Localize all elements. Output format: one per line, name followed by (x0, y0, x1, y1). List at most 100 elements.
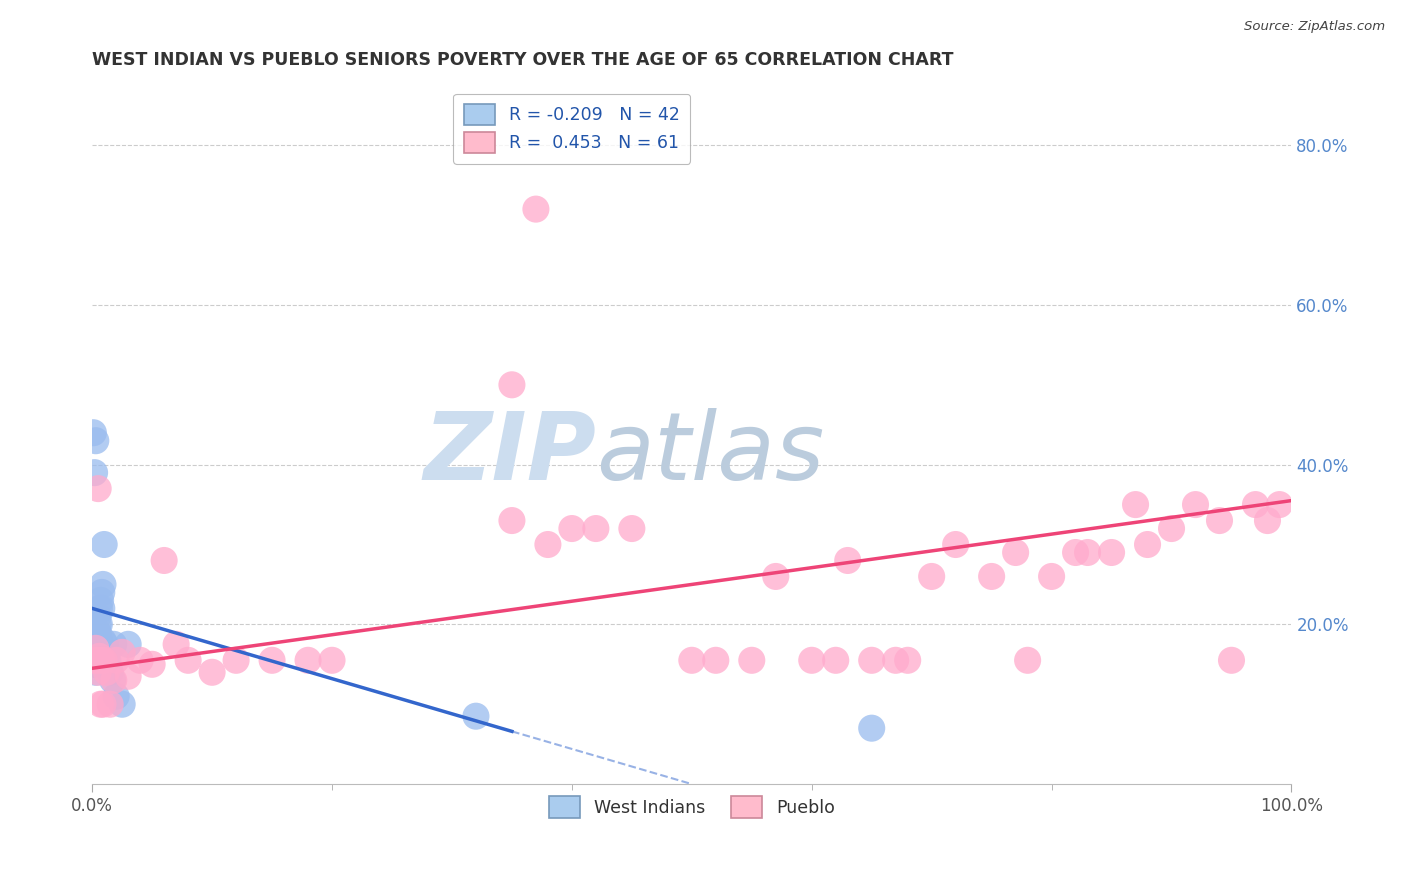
Point (87, 649, 110, 664)
Point (91, 577, 114, 591)
Point (111, 645, 134, 659)
Point (103, 637, 125, 651)
Point (105, 690, 128, 704)
Point (524, 202, 547, 216)
Point (1268, 498, 1291, 512)
Point (1208, 514, 1230, 528)
Point (585, 522, 607, 536)
Point (824, 653, 846, 667)
Point (1040, 569, 1063, 583)
Point (87, 617, 110, 632)
Point (87, 637, 110, 651)
Point (89, 637, 111, 651)
Point (87, 482, 110, 496)
Point (90, 697, 112, 711)
Point (681, 653, 703, 667)
Point (1244, 498, 1267, 512)
Point (1256, 514, 1278, 528)
Point (87, 633, 110, 648)
Point (90, 601, 112, 615)
Point (741, 653, 763, 667)
Point (89, 617, 111, 632)
Point (1077, 545, 1099, 559)
Point (704, 653, 727, 667)
Text: Source: ZipAtlas.com: Source: ZipAtlas.com (1244, 20, 1385, 33)
Point (129, 653, 152, 667)
Point (91, 633, 114, 648)
Point (83, 653, 105, 667)
Point (84, 641, 107, 656)
Point (82, 425, 104, 440)
Point (86, 653, 108, 667)
Point (921, 569, 943, 583)
Point (201, 665, 224, 680)
Point (84, 641, 107, 656)
Point (94, 637, 117, 651)
Point (1101, 545, 1123, 559)
Point (177, 653, 200, 667)
Text: WEST INDIAN VS PUEBLO SENIORS POVERTY OVER THE AGE OF 65 CORRELATION CHART: WEST INDIAN VS PUEBLO SENIORS POVERTY OV… (93, 51, 953, 69)
Point (165, 637, 187, 651)
Point (87, 609, 110, 624)
Point (84, 665, 107, 680)
Point (96, 665, 118, 680)
Point (765, 569, 787, 583)
Text: atlas: atlas (596, 409, 824, 500)
Point (884, 653, 907, 667)
Point (93, 537, 115, 551)
Point (1220, 653, 1243, 667)
Point (800, 653, 823, 667)
Point (225, 653, 247, 667)
Point (1064, 545, 1087, 559)
Point (1017, 653, 1039, 667)
Point (90, 593, 112, 607)
Point (90, 637, 112, 651)
Point (101, 673, 124, 688)
Point (321, 653, 343, 667)
Point (501, 377, 523, 392)
Point (86, 625, 108, 640)
Point (89, 601, 111, 615)
Point (84, 645, 107, 659)
Point (837, 553, 859, 567)
Point (89, 649, 111, 664)
Point (1160, 522, 1182, 536)
Text: ZIP: ZIP (423, 408, 596, 500)
Point (84, 434, 107, 448)
Point (97, 653, 120, 667)
Point (86, 653, 108, 667)
Point (465, 709, 488, 723)
Point (117, 669, 139, 683)
Point (90, 653, 112, 667)
Point (117, 637, 139, 651)
Point (501, 514, 523, 528)
Point (91, 697, 114, 711)
Point (620, 522, 643, 536)
Point (83, 466, 105, 480)
Legend: West Indians, Pueblo: West Indians, Pueblo (541, 789, 842, 824)
Point (1136, 537, 1159, 551)
Point (86, 649, 108, 664)
Point (1004, 545, 1026, 559)
Point (945, 537, 967, 551)
Point (1184, 498, 1206, 512)
Point (980, 569, 1002, 583)
Point (537, 537, 560, 551)
Point (111, 697, 134, 711)
Point (153, 553, 176, 567)
Point (98, 697, 121, 711)
Point (87, 665, 110, 680)
Point (90, 585, 112, 599)
Point (1125, 498, 1147, 512)
Point (86, 641, 108, 656)
Point (84, 633, 107, 648)
Point (98, 665, 121, 680)
Point (96, 649, 118, 664)
Point (82, 649, 104, 664)
Point (262, 653, 284, 667)
Point (83, 657, 105, 672)
Point (860, 721, 883, 735)
Point (897, 653, 920, 667)
Point (561, 522, 583, 536)
Point (103, 673, 125, 688)
